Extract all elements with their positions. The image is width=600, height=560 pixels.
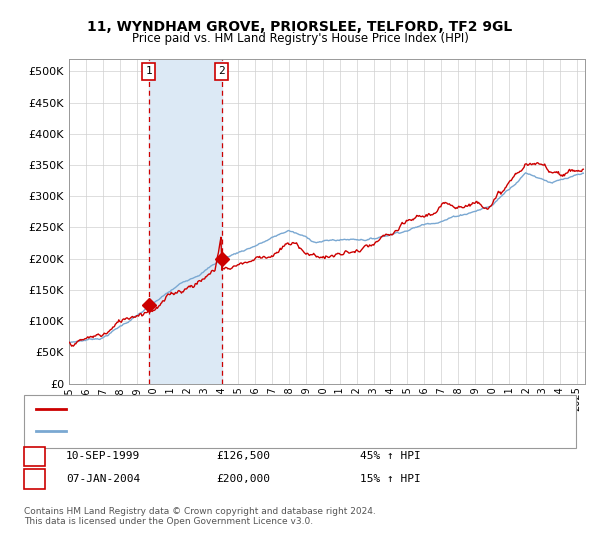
Text: £200,000: £200,000	[216, 474, 270, 484]
Text: Price paid vs. HM Land Registry's House Price Index (HPI): Price paid vs. HM Land Registry's House …	[131, 32, 469, 45]
Text: 2: 2	[218, 66, 225, 76]
Text: 1: 1	[145, 66, 152, 76]
Bar	[149, 59, 221, 384]
Text: 15% ↑ HPI: 15% ↑ HPI	[360, 474, 421, 484]
Text: 45% ↑ HPI: 45% ↑ HPI	[360, 451, 421, 461]
Text: HPI: Average price, detached house, Telford and Wrekin: HPI: Average price, detached house, Telf…	[72, 426, 362, 436]
Text: 11, WYNDHAM GROVE, PRIORSLEE, TELFORD, TF2 9GL: 11, WYNDHAM GROVE, PRIORSLEE, TELFORD, T…	[88, 20, 512, 34]
Text: 07-JAN-2004: 07-JAN-2004	[66, 474, 140, 484]
Text: 1: 1	[31, 451, 38, 461]
Text: 11, WYNDHAM GROVE, PRIORSLEE, TELFORD, TF2 9GL (detached house): 11, WYNDHAM GROVE, PRIORSLEE, TELFORD, T…	[72, 404, 450, 414]
Text: 2: 2	[31, 474, 38, 484]
Text: Contains HM Land Registry data © Crown copyright and database right 2024.
This d: Contains HM Land Registry data © Crown c…	[24, 507, 376, 526]
Text: £126,500: £126,500	[216, 451, 270, 461]
Text: 10-SEP-1999: 10-SEP-1999	[66, 451, 140, 461]
